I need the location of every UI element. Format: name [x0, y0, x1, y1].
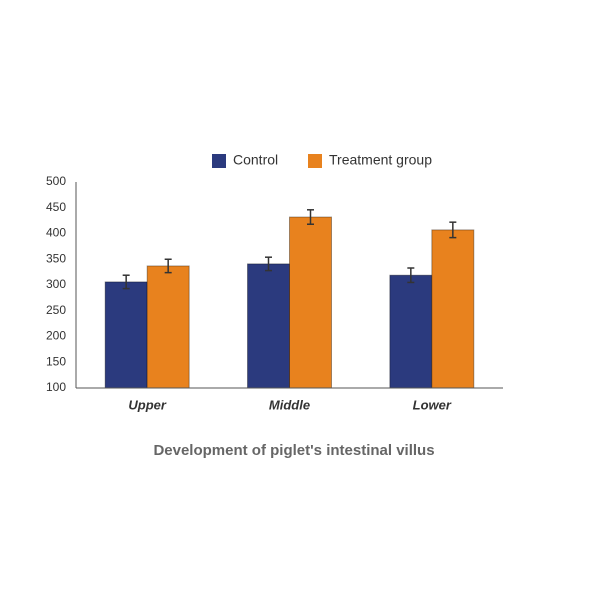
- bar: [289, 216, 332, 389]
- bar: [146, 265, 190, 389]
- error-bar: [265, 256, 272, 272]
- error-bar: [307, 209, 314, 225]
- y-tick-label: 400: [46, 226, 66, 240]
- y-tick-label: 500: [46, 174, 66, 188]
- y-tick-label: 250: [46, 303, 66, 317]
- legend-swatch: [212, 154, 226, 168]
- bar: [389, 274, 433, 389]
- bar: [431, 229, 475, 389]
- y-tick-label: 100: [46, 380, 66, 394]
- legend-swatch: [308, 154, 322, 168]
- legend-label: Treatment group: [329, 152, 432, 168]
- x-tick-label: Middle: [269, 397, 310, 412]
- y-tick-label: 150: [46, 354, 66, 368]
- bar: [247, 263, 290, 389]
- y-tick-label: 300: [46, 277, 66, 291]
- y-tick-label: 450: [46, 200, 66, 214]
- x-tick-label: Lower: [413, 397, 452, 412]
- legend-label: Control: [233, 152, 278, 168]
- bar: [104, 281, 148, 389]
- chart-title: Development of piglet's intestinal villu…: [153, 442, 434, 459]
- x-tick-label: Upper: [128, 397, 167, 412]
- y-tick-label: 200: [46, 329, 66, 343]
- error-bar: [407, 267, 415, 284]
- error-bar: [449, 221, 457, 239]
- y-tick-label: 350: [46, 251, 66, 265]
- error-bar: [164, 258, 172, 274]
- error-bar: [122, 274, 130, 290]
